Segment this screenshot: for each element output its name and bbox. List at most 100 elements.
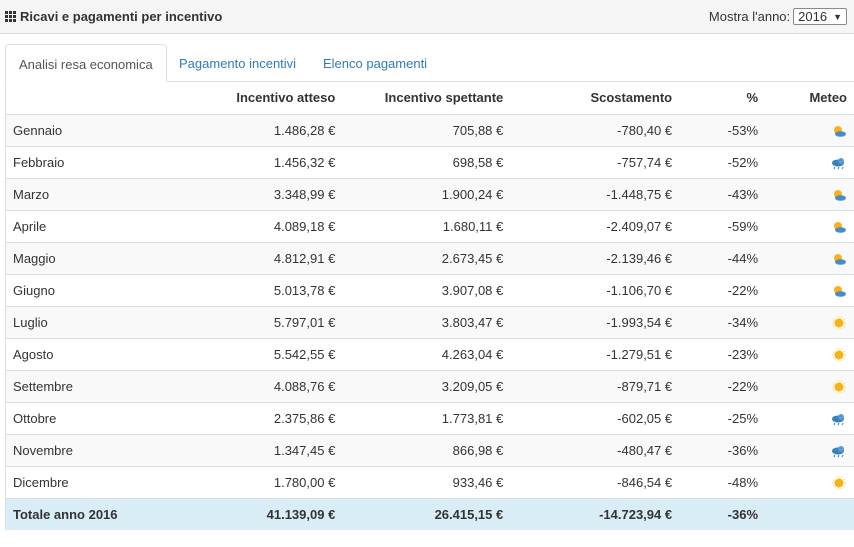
scostamento-cell: -780,40 €: [510, 113, 680, 146]
sun-icon: [831, 346, 847, 362]
meteo-cell: [765, 209, 854, 242]
year-select[interactable]: 2016 ▼: [793, 8, 847, 25]
chevron-down-icon: ▼: [833, 11, 842, 22]
total-percent: -36%: [679, 497, 766, 530]
table-header-row: Incentivo atteso Incentivo spettante Sco…: [6, 82, 854, 114]
month-cell: Maggio: [5, 241, 141, 274]
incentivo-spettante-cell: 4.263,04 €: [342, 337, 511, 370]
sun-cloud-icon: [831, 186, 847, 201]
meteo-cell: [765, 465, 854, 498]
month-cell: Aprile: [5, 209, 141, 242]
tab-bar: Analisi resa economica Pagamento incenti…: [0, 44, 854, 82]
percent-cell: -23%: [679, 337, 766, 370]
percent-cell: -25%: [679, 401, 766, 434]
scostamento-cell: -1.448,75 €: [510, 177, 680, 210]
incentivo-atteso-cell: 1.456,32 €: [140, 145, 343, 178]
month-cell: Giugno: [5, 273, 141, 306]
column-header-scostamento: Scostamento: [590, 90, 673, 106]
month-cell: Luglio: [5, 305, 141, 338]
scostamento-cell: -1.279,51 €: [510, 337, 680, 370]
sun-icon: [831, 378, 847, 394]
percent-cell: -48%: [679, 465, 766, 498]
meteo-cell: [765, 433, 854, 466]
table-row: Dicembre 1.780,00 €933,46 € -846,54 € -48%: [5, 465, 854, 498]
total-atteso: 41.139,09 €: [140, 497, 343, 530]
column-header-percent: %: [746, 90, 759, 106]
sun-cloud-icon: [831, 250, 847, 265]
meteo-cell: [765, 177, 854, 210]
month-cell: Gennaio: [5, 113, 141, 146]
table-row: Giugno 5.013,78 €3.907,08 € -1.106,70 € -22…: [5, 273, 854, 306]
percent-cell: -44%: [679, 241, 766, 274]
incentivo-spettante-cell: 698,58 €: [342, 145, 511, 178]
incentivo-spettante-cell: 866,98 €: [342, 433, 511, 466]
meteo-cell: [765, 337, 854, 370]
column-header-incentivo-atteso: Incentivo atteso: [236, 90, 336, 106]
incentivo-spettante-cell: 1.773,81 €: [342, 401, 511, 434]
month-cell: Novembre: [5, 433, 141, 466]
table-row: Marzo 3.348,99 €1.900,24 € -1.448,75 € -43%: [5, 177, 854, 210]
incentivo-atteso-cell: 2.375,86 €: [140, 401, 343, 434]
meteo-cell: [765, 305, 854, 338]
tab-elenco-pagamenti[interactable]: Elenco pagamenti: [323, 56, 428, 71]
scostamento-cell: -879,71 €: [510, 369, 680, 402]
table-row: Settembre 4.088,76 €3.209,05 € -879,71 € -2…: [5, 369, 854, 402]
total-spettante: 26.415,15 €: [342, 497, 511, 530]
incentivo-spettante-cell: 705,88 €: [342, 113, 511, 146]
incentivo-atteso-cell: 5.542,55 €: [140, 337, 343, 370]
month-cell: Dicembre: [5, 465, 141, 498]
grid-icon: [5, 11, 16, 22]
incentivo-atteso-cell: 4.089,18 €: [140, 209, 343, 242]
year-control: Mostra l'anno: 2016 ▼: [709, 8, 847, 25]
month-cell: Febbraio: [5, 145, 141, 178]
incentivo-spettante-cell: 3.907,08 €: [342, 273, 511, 306]
year-label: Mostra l'anno:: [708, 9, 791, 24]
scostamento-cell: -602,05 €: [510, 401, 680, 434]
scostamento-cell: -480,47 €: [510, 433, 680, 466]
incentivo-atteso-cell: 1.347,45 €: [140, 433, 343, 466]
percent-cell: -34%: [679, 305, 766, 338]
month-cell: Ottobre: [5, 401, 141, 434]
meteo-cell: [765, 113, 854, 146]
panel-title-text: Ricavi e pagamenti per incentivo: [20, 9, 223, 24]
scostamento-cell: -2.139,46 €: [510, 241, 680, 274]
table-row: Aprile 4.089,18 €1.680,11 € -2.409,07 € -59…: [5, 209, 854, 242]
resa-economica-table: Incentivo atteso Incentivo spettante Sco…: [5, 82, 854, 530]
table-row: Agosto 5.542,55 €4.263,04 € -1.279,51 € -23…: [5, 337, 854, 370]
incentivo-atteso-cell: 1.780,00 €: [140, 465, 343, 498]
incentivo-atteso-cell: 1.486,28 €: [140, 113, 343, 146]
column-header-incentivo-spettante: Incentivo spettante: [384, 90, 504, 106]
total-row: Totale anno 2016 41.139,09 €26.415,15 € -1…: [5, 497, 854, 530]
sun-icon: [831, 314, 847, 330]
percent-cell: -59%: [679, 209, 766, 242]
total-scostamento: -14.723,94 €: [510, 497, 680, 530]
year-value: 2016: [798, 9, 828, 24]
sun-cloud-icon: [831, 282, 847, 297]
panel-header: Ricavi e pagamenti per incentivo Mostra …: [0, 0, 854, 34]
percent-cell: -36%: [679, 433, 766, 466]
tab-pagamento-incentivi[interactable]: Pagamento incentivi: [179, 56, 297, 71]
tab-bar-border: [5, 81, 854, 82]
rain-cloud-icon: [831, 154, 847, 170]
tab-analisi-resa-economica[interactable]: Analisi resa economica: [5, 44, 167, 82]
scostamento-cell: -2.409,07 €: [510, 209, 680, 242]
table-row: Ottobre 2.375,86 €1.773,81 € -602,05 € -25%: [5, 401, 854, 434]
sun-icon: [831, 474, 847, 490]
month-cell: Marzo: [5, 177, 141, 210]
incentivo-spettante-cell: 1.680,11 €: [342, 209, 511, 242]
scostamento-cell: -1.993,54 €: [510, 305, 680, 338]
incentivo-atteso-cell: 3.348,99 €: [140, 177, 343, 210]
meteo-cell: [765, 369, 854, 402]
incentivo-spettante-cell: 2.673,45 €: [342, 241, 511, 274]
percent-cell: -53%: [679, 113, 766, 146]
table-row: Luglio 5.797,01 €3.803,47 € -1.993,54 € -34…: [5, 305, 854, 338]
incentivo-spettante-cell: 933,46 €: [342, 465, 511, 498]
rain-cloud-icon: [831, 410, 847, 426]
percent-cell: -22%: [679, 273, 766, 306]
column-header-month: [6, 82, 141, 114]
percent-cell: -22%: [679, 369, 766, 402]
incentivo-atteso-cell: 5.797,01 €: [140, 305, 343, 338]
incentivo-atteso-cell: 4.812,91 €: [140, 241, 343, 274]
total-meteo-cell: [765, 497, 854, 530]
panel-title: Ricavi e pagamenti per incentivo: [5, 9, 222, 24]
